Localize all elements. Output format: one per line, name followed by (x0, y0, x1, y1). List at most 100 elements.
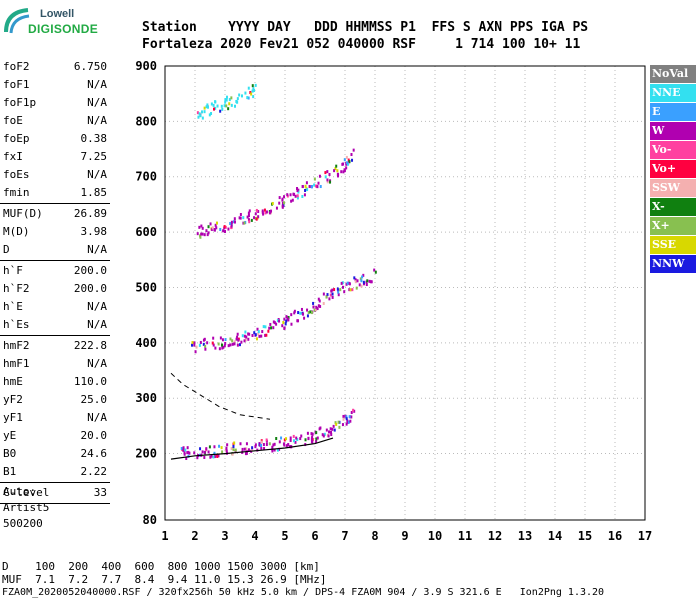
echo-point (221, 450, 224, 454)
param-row: yE 20.0 (0, 427, 110, 445)
echo-point (214, 100, 217, 104)
echo-point (310, 311, 313, 315)
echo-point (234, 448, 237, 452)
echo-point (193, 451, 196, 455)
echo-point (229, 221, 232, 225)
echo-point (268, 442, 271, 446)
echo-point (243, 334, 246, 338)
echo-point (264, 333, 267, 337)
echo-point (311, 440, 314, 444)
echo-point (232, 220, 235, 224)
param-row: D N/A (0, 241, 110, 259)
echo-point (201, 110, 204, 114)
echo-point (303, 316, 306, 320)
echo-point (311, 432, 314, 436)
param-label: hmF1 (3, 357, 30, 370)
echo-point (306, 188, 309, 192)
param-row: foEs N/A (0, 166, 110, 184)
echo-point (294, 194, 297, 198)
echo-point (329, 427, 332, 431)
plot-frame (164, 65, 646, 521)
echo-point (232, 448, 235, 452)
param-value: 2.22 (80, 465, 108, 478)
echo-point (188, 451, 191, 455)
x-tick-label: 6 (311, 529, 318, 543)
echo-point (340, 281, 343, 285)
legend-item: SSW (650, 179, 696, 197)
echo-point (373, 268, 376, 272)
echo-point (252, 87, 255, 91)
echo-point (342, 417, 345, 421)
echo-point (265, 210, 268, 214)
echo-point (304, 188, 307, 192)
echo-point (334, 167, 337, 171)
echo-point (310, 185, 313, 189)
x-tick-label: 4 (251, 529, 258, 543)
echo-point (347, 281, 350, 285)
param-value: 26.89 (73, 207, 107, 220)
echo-point (256, 327, 259, 331)
param-value: N/A (87, 114, 107, 127)
x-tick-label: 9 (401, 529, 408, 543)
echo-point (225, 98, 228, 102)
echo-point (293, 311, 296, 315)
echo-point (227, 344, 230, 348)
param-row: fxI 7.25 (0, 148, 110, 166)
echo-point (251, 448, 254, 452)
echo-point (356, 279, 359, 283)
echo-point (225, 95, 228, 99)
echo-point (336, 169, 339, 173)
echo-point (307, 436, 310, 440)
echo-point (324, 171, 327, 175)
echo-point (210, 227, 213, 231)
echo-point (233, 340, 236, 344)
echo-point (275, 322, 278, 326)
echo-point (215, 221, 218, 225)
echo-point (362, 280, 365, 284)
echo-point (255, 208, 258, 212)
echo-point (296, 187, 299, 191)
echo-point (205, 105, 208, 109)
echo-point (353, 409, 356, 413)
echo-point (281, 205, 284, 209)
param-value: 33 (93, 486, 107, 499)
echo-point (292, 192, 295, 196)
echo-point (285, 315, 288, 319)
echo-point (301, 185, 304, 189)
x-tick-label: 17 (638, 529, 652, 543)
echo-point (345, 415, 348, 419)
legend-item: Vo+ (650, 160, 696, 178)
echo-point (289, 438, 292, 442)
echo-point (253, 216, 256, 220)
echo-point (272, 443, 275, 447)
param-value: 25.0 (80, 393, 108, 406)
echo-point (195, 345, 198, 349)
echo-point (321, 433, 324, 437)
echo-point (289, 436, 292, 440)
echo-point (350, 410, 353, 414)
echo-point (306, 308, 309, 312)
echo-point (193, 343, 196, 347)
echo-point (333, 288, 336, 292)
param-row: C-level 33 (0, 484, 110, 502)
echo-point (184, 448, 187, 452)
echo-point (296, 196, 299, 200)
echo-point (280, 436, 283, 440)
legend-item: NNE (650, 84, 696, 102)
echo-point (260, 444, 263, 448)
echo-point (213, 445, 216, 449)
echo-point (196, 456, 199, 460)
logo-arc-icon (4, 8, 30, 34)
echo-point (247, 218, 250, 222)
echo-point (215, 226, 218, 230)
echo-point (326, 180, 329, 184)
param-row: foE N/A (0, 112, 110, 130)
echo-point (239, 216, 242, 220)
echo-point (191, 343, 194, 347)
echo-point (244, 330, 247, 334)
echo-point (216, 104, 219, 108)
echo-point (354, 280, 357, 284)
echo-point (228, 102, 231, 106)
echo-point (290, 322, 293, 326)
echo-point (288, 445, 291, 449)
